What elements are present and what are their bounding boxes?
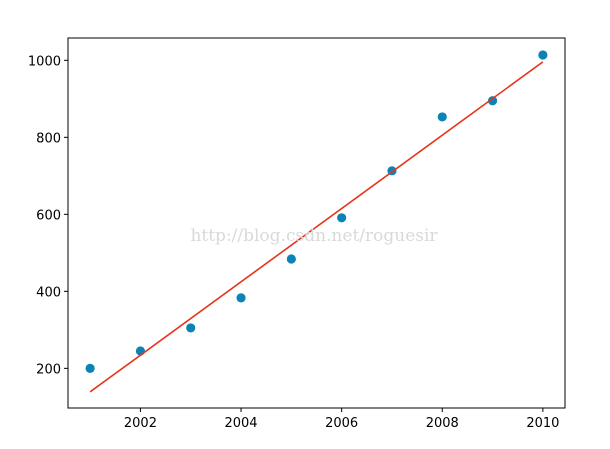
y-tick-label: 200 — [36, 362, 61, 377]
data-point — [337, 213, 347, 223]
data-point — [286, 254, 296, 264]
data-point — [437, 112, 447, 122]
data-point — [85, 363, 95, 373]
y-tick-label: 600 — [36, 208, 61, 223]
x-tick-label: 2004 — [224, 416, 257, 431]
x-tick-label: 2008 — [426, 416, 459, 431]
y-tick-label: 1000 — [28, 54, 61, 69]
data-point — [236, 293, 246, 303]
data-point — [538, 50, 548, 60]
y-tick-label: 800 — [36, 131, 61, 146]
y-tick-label: 400 — [36, 285, 61, 300]
watermark-text: http://blog.csdn.net/roguesir — [190, 226, 438, 246]
data-point — [186, 323, 196, 333]
x-tick-label: 2002 — [124, 416, 157, 431]
x-tick-label: 2006 — [325, 416, 358, 431]
plot-frame — [67, 37, 566, 409]
axes-layer: 2002 2004 2006 2008 2010 200 400 600 800 1000 — [28, 37, 566, 431]
plot-layer — [85, 50, 548, 393]
x-tick-label: 2010 — [526, 416, 559, 431]
trend-line — [89, 61, 544, 393]
data-point — [487, 96, 498, 106]
